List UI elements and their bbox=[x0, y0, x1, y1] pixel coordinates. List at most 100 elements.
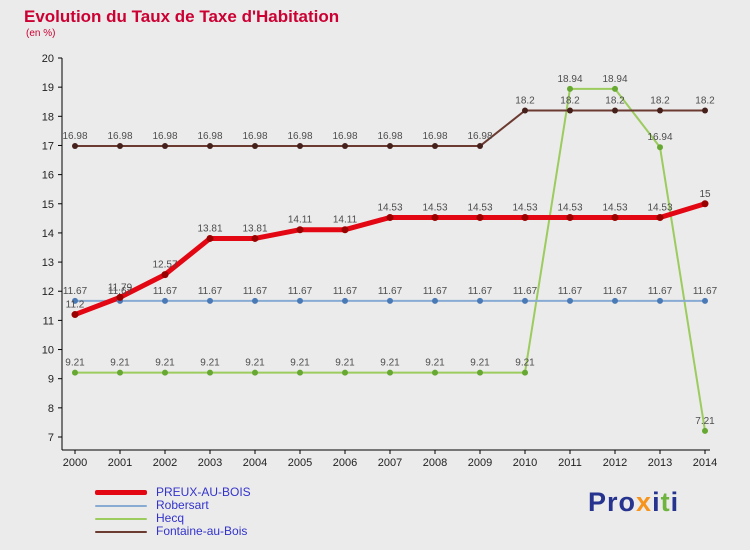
data-point bbox=[117, 369, 123, 376]
legend-item: PREUX-AU-BOIS bbox=[95, 486, 251, 499]
legend-line-swatch bbox=[95, 504, 147, 507]
logo-letter: i bbox=[652, 487, 661, 517]
x-tick-label: 2000 bbox=[63, 457, 87, 469]
data-label: 9.21 bbox=[245, 358, 265, 369]
data-point bbox=[206, 234, 214, 242]
data-point bbox=[207, 369, 213, 376]
x-tick-label: 2007 bbox=[378, 457, 402, 469]
data-label: 11.67 bbox=[243, 286, 268, 297]
data-point bbox=[522, 369, 528, 376]
legend-item: Hecq bbox=[95, 512, 251, 525]
chart-title: Evolution du Taux de Taxe d'Habitation bbox=[24, 7, 340, 26]
data-label: 9.21 bbox=[470, 358, 490, 369]
data-point bbox=[477, 297, 483, 304]
x-tick-label: 2002 bbox=[153, 457, 177, 469]
data-point bbox=[161, 271, 169, 279]
data-point bbox=[657, 144, 663, 151]
data-label: 18.2 bbox=[605, 95, 625, 106]
data-point bbox=[162, 143, 168, 150]
legend: PREUX-AU-BOIS Robersart Hecq Fontaine-au-Bo… bbox=[95, 486, 251, 538]
data-label: 16.98 bbox=[62, 131, 87, 142]
logo-letter: P bbox=[588, 487, 608, 517]
data-label: 13.81 bbox=[197, 223, 222, 234]
legend-line-swatch bbox=[95, 530, 147, 533]
y-tick-label: 7 bbox=[48, 432, 54, 444]
data-point bbox=[387, 369, 393, 376]
data-label: 18.2 bbox=[695, 95, 715, 106]
data-label: 11.67 bbox=[333, 286, 358, 297]
data-point bbox=[566, 213, 574, 221]
proxiti-logo: Proxiti bbox=[588, 487, 679, 518]
data-point bbox=[432, 369, 438, 376]
x-tick-label: 2006 bbox=[333, 457, 357, 469]
data-point bbox=[387, 143, 393, 150]
data-label: 16.98 bbox=[467, 131, 492, 142]
x-tick-label: 2004 bbox=[243, 457, 267, 469]
data-label: 16.98 bbox=[422, 131, 447, 142]
legend-line-swatch bbox=[95, 517, 147, 520]
data-point bbox=[162, 297, 168, 304]
data-point bbox=[341, 226, 349, 234]
data-point bbox=[701, 200, 709, 208]
data-point bbox=[297, 369, 303, 376]
data-label: 18.2 bbox=[560, 95, 580, 106]
data-point bbox=[342, 297, 348, 304]
data-point bbox=[297, 297, 303, 304]
data-point bbox=[432, 143, 438, 150]
legend-label: Robersart bbox=[156, 498, 209, 512]
data-label: 16.98 bbox=[377, 131, 402, 142]
x-tick-label: 2011 bbox=[558, 457, 582, 469]
data-label: 9.21 bbox=[515, 358, 535, 369]
logo-letter: i bbox=[670, 487, 680, 517]
y-tick-label: 19 bbox=[42, 82, 54, 94]
data-label: 11.67 bbox=[648, 286, 673, 297]
data-label: 9.21 bbox=[290, 358, 310, 369]
data-label: 11.67 bbox=[198, 286, 223, 297]
y-tick-label: 10 bbox=[42, 345, 54, 357]
logo-letter: t bbox=[660, 487, 671, 517]
data-point bbox=[72, 143, 78, 150]
logo-letter: x bbox=[636, 487, 653, 517]
data-point bbox=[296, 226, 304, 234]
data-label: 9.21 bbox=[380, 358, 400, 369]
data-label: 9.21 bbox=[65, 358, 85, 369]
data-point bbox=[567, 85, 573, 92]
line-chart: 7 8 9 10 11 12 13 14 15 16 17 18 19 20 2000 2001 2002 200… bbox=[42, 53, 718, 469]
data-label: 16.98 bbox=[107, 131, 132, 142]
data-label: 14.53 bbox=[377, 202, 402, 213]
data-label: 11.67 bbox=[513, 286, 538, 297]
data-point bbox=[477, 369, 483, 376]
data-point bbox=[252, 369, 258, 376]
data-point bbox=[702, 107, 708, 114]
y-tick-label: 15 bbox=[42, 199, 54, 211]
data-label: 14.53 bbox=[647, 202, 672, 213]
data-point bbox=[476, 213, 484, 221]
data-label: 14.53 bbox=[422, 202, 447, 213]
data-point bbox=[522, 107, 528, 114]
data-point bbox=[252, 297, 258, 304]
x-tick-label: 2003 bbox=[198, 457, 222, 469]
data-label: 9.21 bbox=[155, 358, 175, 369]
data-label: 16.98 bbox=[332, 131, 357, 142]
x-tick-label: 2014 bbox=[693, 457, 717, 469]
data-label: 16.94 bbox=[647, 132, 672, 143]
x-tick-label: 2009 bbox=[468, 457, 492, 469]
data-label: 7.21 bbox=[695, 416, 715, 427]
data-point bbox=[432, 297, 438, 304]
legend-label: Hecq bbox=[156, 511, 185, 525]
data-label: 11.67 bbox=[378, 286, 403, 297]
data-point bbox=[702, 297, 708, 304]
data-label: 11.79 bbox=[108, 282, 133, 293]
data-label: 9.21 bbox=[335, 358, 355, 369]
data-label: 11.2 bbox=[66, 300, 85, 311]
data-point bbox=[116, 293, 124, 301]
data-point bbox=[611, 213, 619, 221]
data-point bbox=[342, 143, 348, 150]
data-label: 18.2 bbox=[515, 95, 535, 106]
data-label: 14.53 bbox=[467, 202, 492, 213]
data-label: 11.67 bbox=[423, 286, 448, 297]
chart-subtitle: (en %) bbox=[26, 28, 56, 39]
data-point bbox=[251, 234, 259, 242]
data-label: 14.11 bbox=[288, 215, 313, 226]
